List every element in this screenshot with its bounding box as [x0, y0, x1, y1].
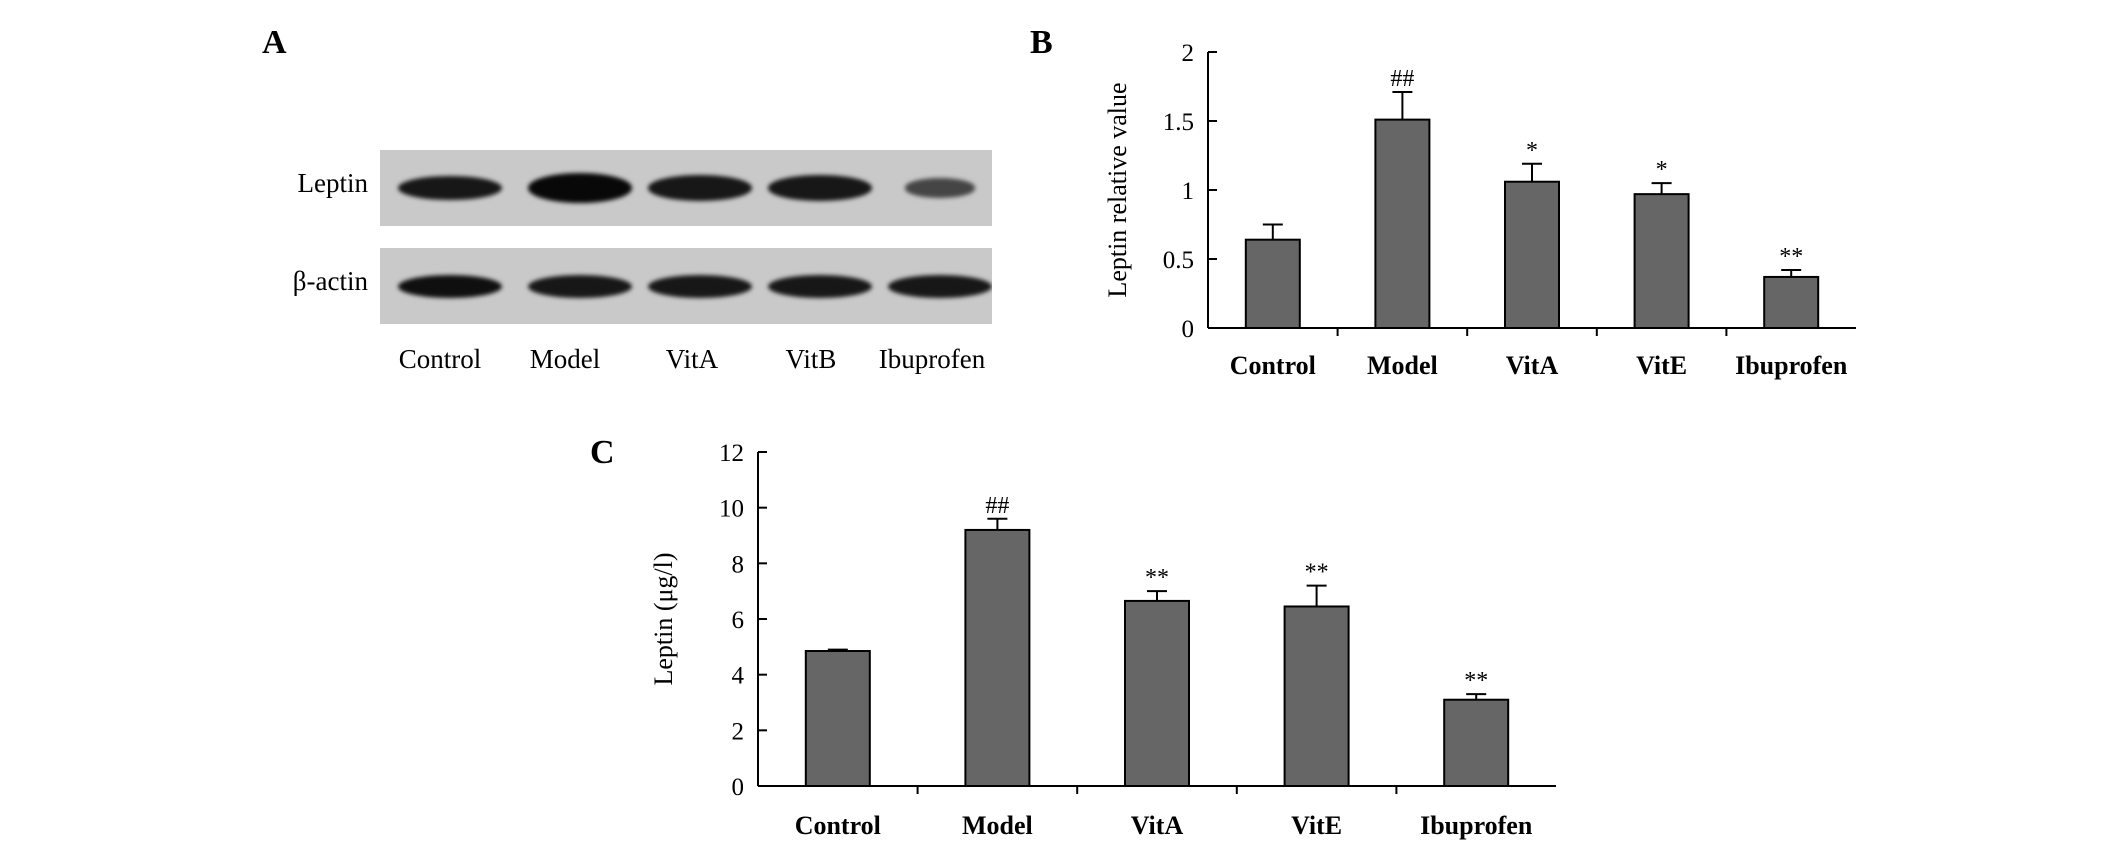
blot-band-actin-1: [528, 274, 632, 298]
panel-b-category-label: Control: [1230, 351, 1316, 380]
blot-band-leptin-2: [648, 175, 752, 201]
panel-b-bar-ibuprofen: [1763, 275, 1820, 330]
panel-c-y-tick-label: 10: [719, 496, 744, 523]
panel-b-y-tick-label: 1.5: [1163, 109, 1194, 136]
panel-b-category-label: Ibuprofen: [1735, 351, 1848, 380]
panel-b-significance-mark: ##: [1390, 66, 1414, 92]
panel-b-bar-vite: [1633, 193, 1690, 329]
panel-b-bar-control: [1244, 238, 1301, 329]
panel-c-y-tick-label: 2: [732, 718, 745, 745]
panel-c-significance-mark: **: [1305, 560, 1329, 586]
panel-b-significance-mark: *: [1656, 157, 1668, 183]
panel-b-significance-mark: *: [1526, 138, 1538, 164]
panel-c-significance-mark: ##: [985, 493, 1009, 519]
blot-band-leptin-4: [905, 178, 975, 198]
panel-c-bar-control: [804, 650, 871, 788]
panel-c-y-axis-label: Leptin (μg/l): [649, 552, 678, 685]
panel-c-category-label: VitA: [1131, 811, 1184, 840]
panel-c-letter: C: [590, 434, 615, 471]
panel-b-y-tick-label: 0.5: [1163, 247, 1194, 274]
blot-band-actin-0: [398, 274, 502, 298]
panel-c-significance-mark: **: [1464, 668, 1488, 694]
panel-a-letter: A: [262, 24, 287, 61]
panel-b-y-tick-label: 2: [1182, 40, 1195, 67]
blot-row-label-actin: β-actin: [292, 266, 368, 296]
panel-b-significance-mark: **: [1779, 244, 1803, 270]
lane-label-vita: VitA: [665, 344, 719, 374]
panel-c-y-tick-label: 6: [732, 607, 745, 634]
panel-c-category-label: Model: [962, 811, 1033, 840]
panel-c-y-tick-label: 0: [732, 774, 745, 801]
panel-b-y-tick-label: 1: [1182, 178, 1195, 205]
blot-band-leptin-1: [528, 173, 632, 203]
panel-b-letter: B: [1030, 24, 1053, 61]
lane-label-model: Model: [529, 344, 601, 374]
blot-band-leptin-0: [398, 175, 502, 201]
panel-b-category-label: VitA: [1506, 351, 1559, 380]
blot-band-leptin-3: [768, 175, 872, 201]
panel-c-y-tick-label: 4: [732, 663, 745, 690]
panel-c-category-label: Control: [795, 811, 881, 840]
panel-c-significance-mark: **: [1145, 565, 1169, 591]
panel-b-y-tick-label: 0: [1182, 316, 1195, 343]
panel-c-y-tick-label: 8: [732, 551, 745, 578]
panel-c-bar-vita: [1124, 599, 1190, 787]
blot-strip-leptin: [380, 150, 992, 226]
lane-label-control: Control: [398, 344, 482, 374]
blot-band-actin-2: [648, 274, 752, 298]
panel-b-y-axis-label: Leptin relative value: [1103, 82, 1132, 297]
panel-c-bar-ibuprofen: [1443, 698, 1510, 788]
blot-band-actin-4: [888, 274, 992, 298]
panel-c-bar-model: [964, 528, 1031, 788]
panel-c-bar-vite: [1283, 605, 1350, 787]
blot-band-actin-3: [768, 274, 872, 298]
lane-label-vitb: VitB: [785, 344, 837, 374]
panel-b-bar-model: [1374, 118, 1431, 330]
lane-label-ibuprofen: Ibuprofen: [878, 344, 986, 374]
panel-c-y-tick-label: 12: [719, 440, 744, 467]
panel-b-bar-vita: [1504, 180, 1560, 329]
blot-row-label-leptin: Leptin: [297, 168, 368, 198]
panel-c-category-label: Ibuprofen: [1420, 811, 1533, 840]
panel-b-category-label: Model: [1367, 351, 1438, 380]
panel-b-category-label: VitE: [1636, 351, 1687, 380]
panel-c-category-label: VitE: [1291, 811, 1342, 840]
blot-strip-actin: [380, 248, 992, 324]
